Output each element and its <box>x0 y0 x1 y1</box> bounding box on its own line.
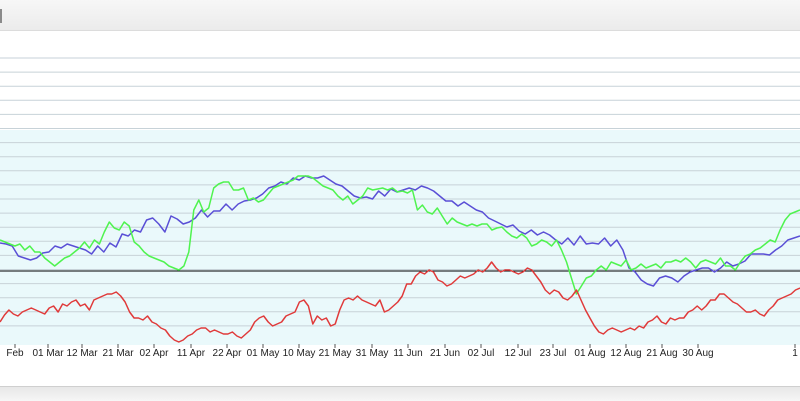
series-green-line <box>0 175 800 295</box>
x-tick-label: 02 Jul <box>468 348 495 359</box>
chart-panel: Feb 01 Mar 12 Mar 21 Mar 02 Apr 11 Apr 22 Apr 0… <box>0 31 800 386</box>
x-tick-label: 21 Jun <box>430 348 460 359</box>
x-tick-label: 01 Aug <box>574 348 605 359</box>
x-tick-label: 21 Mar <box>102 348 134 359</box>
x-tick-label: 01 Mar <box>32 348 64 359</box>
x-tick-label: 12 Jul <box>505 348 532 359</box>
x-tick-label: 10 May <box>283 348 316 359</box>
x-tick-label: 21 May <box>319 348 352 359</box>
splitter-handle[interactable] <box>0 9 2 23</box>
series-layer <box>0 175 800 343</box>
x-tick-label: 22 Apr <box>213 348 243 359</box>
x-tick-label: 31 May <box>356 348 389 359</box>
x-tick-label: 11 Jun <box>393 348 422 359</box>
x-tick-label: Feb <box>6 348 24 359</box>
bottom-scroll-area <box>0 386 800 401</box>
series-red-line <box>0 261 800 343</box>
x-tick-label: 11 Apr <box>177 348 206 359</box>
x-tick-label: 30 Aug <box>682 348 713 359</box>
x-tick-label: 21 Aug <box>646 348 677 359</box>
x-tick-label: 02 Apr <box>140 348 170 359</box>
x-tick-label: 12 Mar <box>66 348 98 359</box>
top-toolbar <box>0 0 800 31</box>
x-axis: Feb 01 Mar 12 Mar 21 Mar 02 Apr 11 Apr 22 Apr 0… <box>6 344 798 359</box>
x-tick-label: 12 Aug <box>610 348 641 359</box>
line-chart: Feb 01 Mar 12 Mar 21 Mar 02 Apr 11 Apr 22 Apr 0… <box>0 57 800 359</box>
x-tick-label: 1 <box>792 348 798 359</box>
gridlines <box>0 57 800 327</box>
x-tick-label: 23 Jul <box>540 348 567 359</box>
x-tick-label: 01 May <box>247 348 280 359</box>
